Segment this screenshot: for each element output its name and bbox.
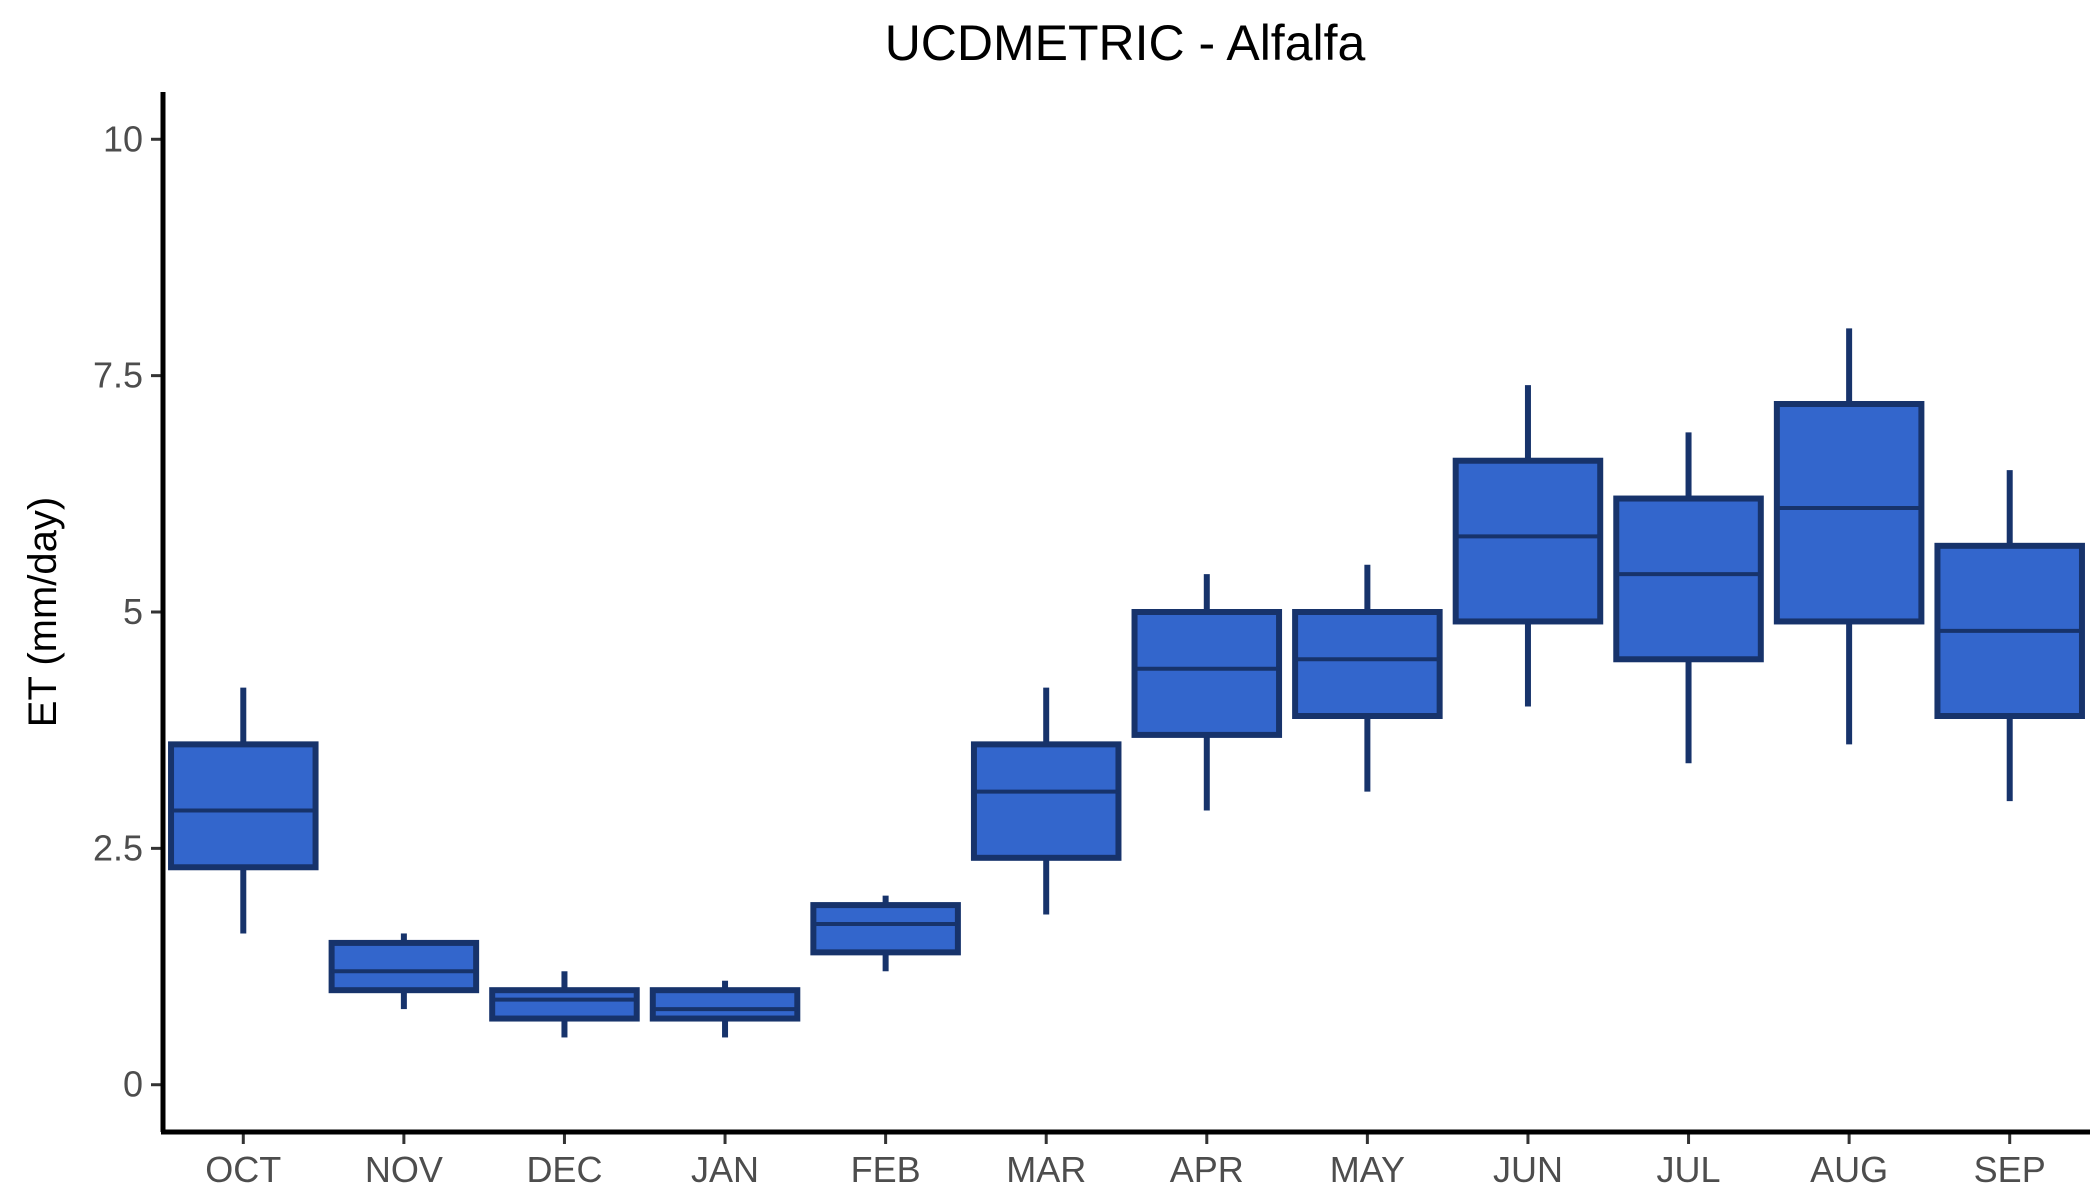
box-jul [1613, 432, 1764, 764]
chart-title: UCDMETRIC - Alfalfa [885, 15, 1366, 71]
x-tick-label: OCT [205, 1149, 281, 1190]
x-tick-label: JUL [1657, 1149, 1721, 1190]
y-tick-label: 7.5 [93, 355, 143, 396]
box-apr [1131, 574, 1283, 811]
box-feb [810, 895, 961, 972]
box-mar [970, 687, 1122, 915]
box-iqr [1131, 609, 1283, 738]
x-tick-label: MAR [1006, 1149, 1086, 1190]
box-iqr [168, 741, 319, 871]
y-tick-label: 2.5 [93, 827, 143, 868]
box-iqr [649, 987, 801, 1022]
box-iqr [1292, 609, 1443, 719]
x-tick-label: SEP [1974, 1149, 2046, 1190]
x-tick-label: AUG [1810, 1149, 1888, 1190]
box-jan [649, 980, 801, 1038]
x-tick-label: JAN [691, 1149, 759, 1190]
box-series [168, 328, 2085, 1038]
box-iqr [1613, 495, 1764, 663]
box-oct [168, 687, 319, 934]
box-iqr [970, 741, 1122, 861]
box-nov [328, 933, 480, 1010]
x-tick-label: DEC [526, 1149, 602, 1190]
box-sep [1934, 470, 2085, 802]
y-tick-label: 5 [123, 591, 143, 632]
x-tick-label: APR [1170, 1149, 1244, 1190]
box-iqr [810, 902, 961, 956]
box-jun [1452, 385, 1604, 707]
box-aug [1773, 328, 1925, 745]
y-tick-label: 10 [103, 118, 143, 159]
x-tick-label: MAY [1330, 1149, 1405, 1190]
y-axis-label: ET (mm/day) [21, 497, 65, 727]
box-iqr [489, 987, 640, 1022]
box-dec [489, 971, 640, 1038]
box-iqr [1452, 457, 1604, 625]
y-axis-ticks: 0 2.5 5 7.5 10 [93, 118, 163, 1105]
y-tick-label: 0 [123, 1064, 143, 1105]
box-iqr [1773, 401, 1925, 625]
x-tick-label: NOV [365, 1149, 443, 1190]
box-may [1292, 564, 1443, 792]
x-tick-label: JUN [1493, 1149, 1563, 1190]
box-iqr [328, 939, 480, 994]
x-tick-label: FEB [851, 1149, 921, 1190]
x-axis-ticks: OCT NOV DEC JAN FEB MAR APR MAY JUN JUL AUG SEP [205, 1132, 2046, 1190]
